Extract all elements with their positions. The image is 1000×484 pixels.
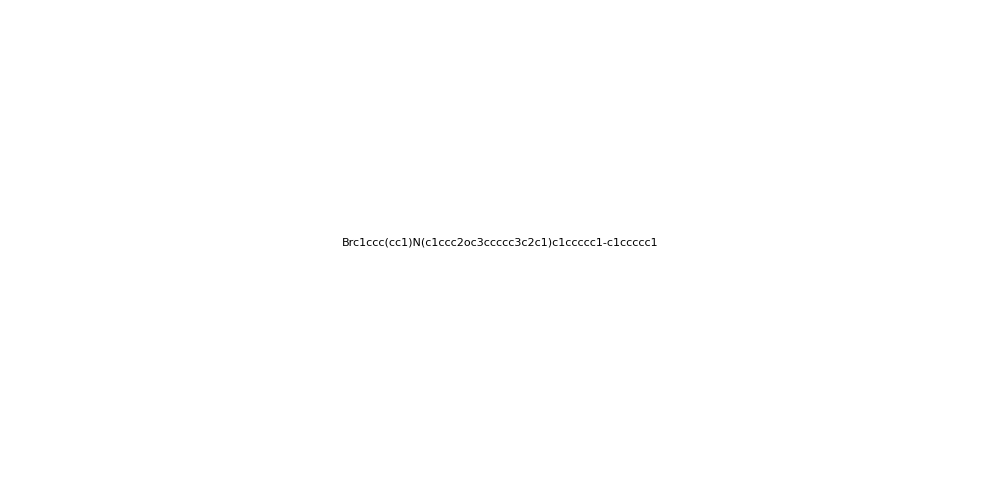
Text: Brc1ccc(cc1)N(c1ccc2oc3ccccc3c2c1)c1ccccc1-c1ccccc1: Brc1ccc(cc1)N(c1ccc2oc3ccccc3c2c1)c1cccc… [342, 237, 658, 247]
